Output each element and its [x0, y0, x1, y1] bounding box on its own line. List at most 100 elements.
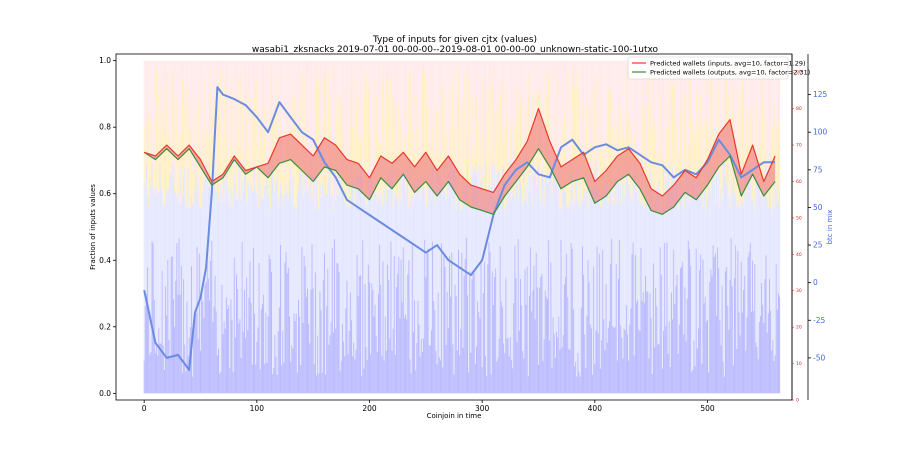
- bar-segment-blue: [273, 367, 275, 394]
- bar-segment-blue: [350, 320, 352, 394]
- bar-segment-top: [305, 60, 307, 167]
- bar-segment-low: [190, 195, 192, 267]
- bar-segment-blue: [400, 259, 402, 394]
- bar-segment-mid: [441, 98, 443, 186]
- bar-segment-low: [463, 192, 465, 276]
- bar-segment-low: [265, 186, 267, 313]
- bar-segment-low: [729, 207, 731, 280]
- bar-segment-mid: [572, 103, 574, 210]
- bar-segment-low: [589, 162, 591, 325]
- bar-segment-mid: [168, 133, 170, 189]
- bar-segment-top: [587, 60, 589, 156]
- bar-segment-low: [688, 206, 690, 250]
- bar-segment-blue: [643, 303, 645, 394]
- bar-segment-top: [730, 60, 732, 164]
- bar-segment-blue: [353, 342, 355, 394]
- bar-segment-blue: [371, 283, 373, 394]
- bar-segment-low: [279, 184, 282, 245]
- bar-segment-low: [345, 196, 347, 309]
- bar-segment-low: [675, 172, 677, 286]
- blue-tick-label: 75: [813, 165, 823, 174]
- bar-segment-blue: [469, 271, 471, 394]
- bar-segment-mid: [468, 85, 470, 209]
- bar-segment-blue: [450, 296, 452, 394]
- red-tick-label: 50: [796, 215, 802, 221]
- bar-segment-mid: [358, 97, 360, 166]
- bar-segment-top: [673, 60, 675, 173]
- bar-segment-top: [393, 60, 395, 118]
- bar-segment-top: [664, 60, 666, 182]
- bar-segment-top: [756, 60, 758, 163]
- bar-segment-blue: [158, 327, 160, 394]
- bar-segment-low: [723, 163, 725, 377]
- bar-segment-low: [219, 194, 221, 374]
- bar-segment-top: [352, 60, 354, 128]
- bar-segment-top: [738, 60, 740, 110]
- bar-segment-mid: [777, 122, 779, 205]
- bar-segment-top: [560, 60, 562, 183]
- bar-segment-low: [199, 206, 202, 351]
- bar-segment-mid: [518, 130, 520, 164]
- bar-segment-mid: [761, 106, 763, 207]
- bar-segment-blue: [302, 322, 304, 394]
- bar-segment-blue: [185, 371, 187, 394]
- bar-segment-blue: [650, 318, 652, 394]
- bar-segment-low: [663, 161, 665, 331]
- bar-segment-top: [670, 60, 672, 104]
- bar-segment-top: [209, 60, 211, 93]
- bar-segment-top: [258, 60, 260, 146]
- bar-segment-top: [513, 60, 515, 165]
- bar-segment-low: [378, 196, 380, 295]
- bar-segment-top: [317, 60, 319, 185]
- bar-segment-top: [545, 60, 547, 98]
- bar-segment-low: [162, 203, 164, 346]
- x-tick-label: 100: [250, 404, 265, 413]
- bar-segment-mid: [323, 73, 325, 196]
- bar-segment-blue: [154, 352, 156, 394]
- bar-segment-mid: [652, 68, 654, 209]
- bar-segment-blue: [316, 375, 318, 394]
- bar-segment-top: [561, 60, 563, 126]
- bar-segment-low: [486, 200, 488, 376]
- bar-segment-top: [477, 60, 479, 170]
- bar-segment-mid: [211, 134, 213, 207]
- bar-segment-top: [357, 60, 359, 145]
- bar-segment-low: [550, 175, 552, 263]
- bar-segment-low: [296, 194, 298, 373]
- bar-segment-top: [362, 60, 364, 176]
- bar-segment-low: [231, 205, 233, 321]
- bar-segment-mid: [270, 67, 272, 169]
- bar-segment-blue: [747, 257, 749, 394]
- bar-segment-blue: [489, 251, 491, 394]
- bar-segment-low: [257, 207, 259, 328]
- bar-segment-top: [776, 60, 778, 128]
- bar-segment-top: [378, 60, 380, 140]
- bar-segment-top: [439, 60, 441, 157]
- bar-segment-top: [152, 60, 154, 173]
- bar-segment-low: [223, 180, 225, 322]
- bar-segment-top: [432, 60, 434, 126]
- bar-segment-blue: [722, 362, 724, 394]
- bar-segment-top: [568, 60, 570, 165]
- bar-segment-top: [234, 60, 236, 184]
- bar-segment-blue: [703, 303, 705, 394]
- bar-segment-top: [636, 60, 638, 155]
- bar-segment-mid: [488, 90, 490, 183]
- bar-segment-low: [565, 193, 567, 277]
- bar-segment-low: [172, 178, 174, 300]
- bar-segment-blue: [206, 252, 208, 394]
- bar-segment-blue: [470, 352, 472, 394]
- bar-segment-blue: [508, 356, 510, 394]
- bar-segment-low: [498, 170, 500, 339]
- bar-segment-low: [638, 178, 640, 329]
- bar-segment-blue: [735, 245, 737, 394]
- bar-segment-top: [430, 60, 432, 146]
- bar-segment-blue: [571, 248, 573, 394]
- bar-segment-mid: [239, 73, 241, 171]
- bar-segment-low: [483, 207, 485, 263]
- bar-segment-blue: [339, 370, 341, 394]
- bar-segment-low: [420, 199, 422, 339]
- bar-segment-blue: [276, 374, 278, 394]
- bar-segment-top: [204, 60, 206, 173]
- bar-segment-top: [467, 60, 469, 136]
